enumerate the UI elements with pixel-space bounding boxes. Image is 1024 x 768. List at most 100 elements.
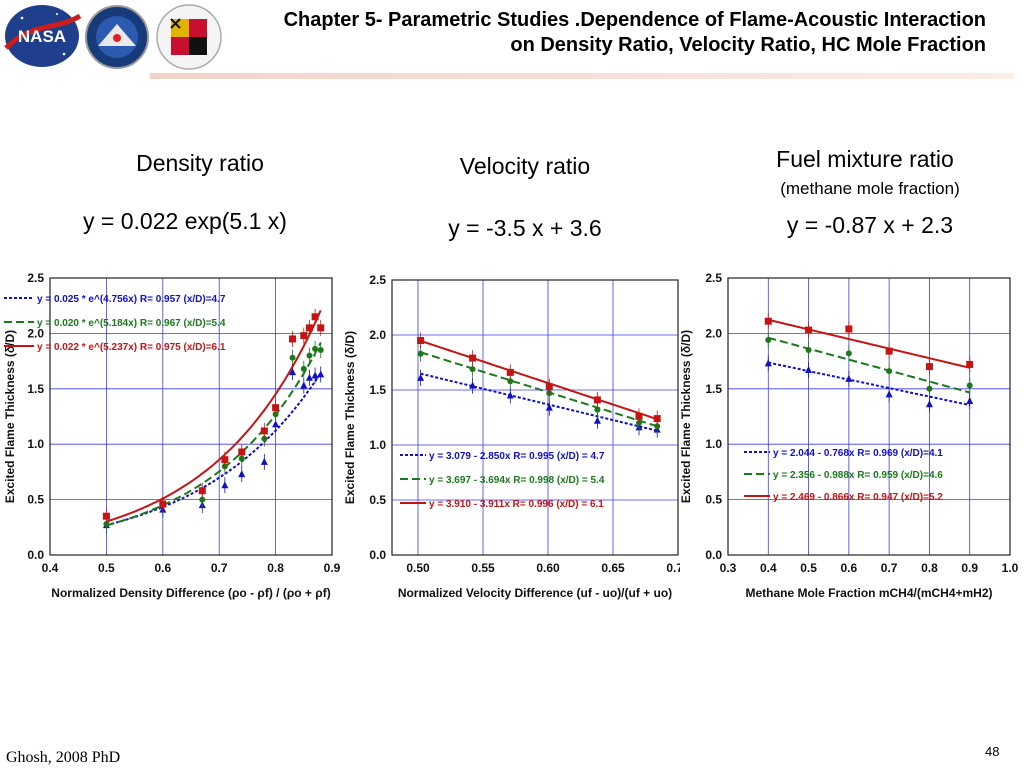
fit-line-red	[106, 309, 322, 523]
data-point	[765, 337, 772, 344]
data-point	[506, 391, 514, 399]
data-point	[417, 337, 425, 344]
data-point	[305, 373, 313, 381]
y-tick-label: 0.5	[369, 493, 386, 507]
data-point	[300, 365, 307, 372]
y-tick-label: 0.5	[27, 493, 44, 507]
fit-line-red	[768, 318, 970, 369]
x-tick-label: 0.6	[841, 561, 858, 575]
fit-line-blue	[768, 361, 970, 407]
y-axis-label: Excited Flame Thickness (δ/D)	[3, 330, 17, 503]
x-tick-label: 0.7	[211, 561, 228, 575]
chart-density: 0.4 0.5 0.6 0.7 0.8 0.9 0.0 0.5 1.0 1.5 2.0 2.5 Norm…	[3, 271, 341, 600]
data-point	[317, 347, 324, 354]
data-point	[198, 487, 206, 495]
fit-line-red	[420, 339, 658, 421]
y-tick-label: 1.5	[705, 382, 722, 396]
legend-label: y = 2.469 - 0.866x R= 0.947 (x/D)=5.2	[773, 492, 943, 503]
data-point	[312, 345, 319, 352]
legend-label: y = 2.044 - 0.768x R= 0.969 (x/D)=4.1	[773, 448, 943, 459]
data-point	[289, 354, 296, 361]
y-tick-label: 0.0	[369, 548, 386, 562]
y-tick-label: 1.5	[369, 383, 386, 397]
data-point	[317, 324, 325, 332]
data-point	[469, 366, 476, 373]
legend-label: y = 3.697 - 3.694x R= 0.998 (x/D) = 5.4	[429, 475, 605, 486]
data-point	[199, 496, 206, 503]
y-tick-label: 2.5	[369, 273, 386, 287]
data-point	[805, 365, 813, 373]
data-point	[594, 406, 601, 413]
heading-density-ratio: Density ratio	[136, 150, 264, 176]
legend-label: y = 3.079 - 2.850x R= 0.995 (x/D) = 4.7	[429, 451, 605, 462]
y-tick-label: 2.5	[705, 271, 722, 285]
equation-fuel: y = -0.87 x + 2.3	[786, 212, 954, 238]
y-tick-label: 1.0	[27, 437, 44, 451]
data-point	[417, 350, 424, 357]
data-point	[845, 350, 852, 357]
y-tick-label: 1.0	[369, 438, 386, 452]
x-tick-label: 0.7	[881, 561, 898, 575]
page-number: 48	[985, 744, 1000, 759]
data-point	[311, 313, 319, 321]
x-tick-label: 0.55	[471, 561, 495, 575]
plot-area	[727, 277, 1011, 556]
fit-line-green	[768, 336, 970, 394]
plot-frame	[391, 279, 679, 556]
title-line-1: Chapter 5- Parametric Studies .Dependenc…	[283, 9, 986, 31]
heading-fuel-mixture-ratio: Fuel mixture ratio	[776, 146, 954, 172]
data-point	[260, 457, 268, 465]
x-tick-label: 1.0	[1002, 561, 1019, 575]
equation-density: y = 0.022 exp(5.1 x)	[83, 208, 287, 234]
data-point	[805, 326, 813, 334]
fit-line-blue	[420, 372, 658, 432]
data-point	[238, 470, 246, 478]
data-point	[926, 385, 933, 392]
data-point	[545, 403, 553, 411]
data-point	[845, 374, 853, 382]
data-point	[469, 381, 477, 389]
legend-label: y = 3.910 - 3.911x R= 0.996 (x/D) = 6.1	[429, 499, 604, 510]
data-point	[593, 396, 601, 404]
data-point	[102, 512, 110, 520]
data-point	[545, 383, 553, 391]
citation: Ghosh, 2008 PhD	[6, 749, 121, 766]
legend-label: y = 0.025 * e^(4.756x) R= 0.957 (x/D)=4.…	[37, 294, 226, 305]
chart-methane: 0.3 0.4 0.5 0.6 0.7 0.8 0.9 1.0 0.0 0.5 1.0 1.5 2.0 2…	[679, 271, 1019, 600]
data-point	[305, 324, 313, 332]
data-point	[885, 347, 893, 355]
data-point	[417, 373, 425, 381]
x-axis-label: Normalized Density Difference (ρo - ρf) …	[51, 586, 330, 600]
chart-velocity: 0.50 0.55 0.60 0.65 0.70 0.0 0.5 1.0 1.5 2.0 2.5 No…	[343, 273, 680, 600]
x-tick-label: 0.5	[98, 561, 115, 575]
legend-label: y = 0.022 * e^(5.237x) R= 0.975 (x/D)=6.…	[37, 342, 226, 353]
y-tick-label: 1.5	[27, 382, 44, 396]
nasa-logo: NASA	[4, 5, 82, 67]
y-axis-label: Excited Flame Thickness (δ/D)	[679, 330, 693, 503]
data-point	[845, 325, 853, 333]
data-point	[925, 363, 933, 371]
data-point	[300, 381, 308, 389]
data-point	[289, 335, 297, 343]
x-tick-label: 0.65	[601, 561, 625, 575]
x-axis-label: Methane Mole Fraction mCH4/(mCH4+mH2)	[745, 586, 992, 600]
data-point	[221, 481, 229, 489]
plot-area	[391, 279, 679, 556]
legend-label: y = 0.020 * e^(5.184x) R= 0.967 (x/D)=5.…	[37, 318, 226, 329]
heading-velocity-ratio: Velocity ratio	[459, 153, 591, 179]
x-tick-label: 0.3	[720, 561, 737, 575]
data-point	[272, 404, 280, 412]
subheading-methane-mole-fraction: (methane mole fraction)	[780, 179, 960, 198]
plot-frame	[49, 277, 333, 556]
fit-line-green	[106, 342, 322, 527]
x-tick-label: 0.8	[921, 561, 938, 575]
fit-line-green	[420, 351, 658, 428]
data-point	[507, 378, 514, 385]
data-point	[159, 500, 167, 508]
data-point	[966, 396, 974, 404]
x-tick-label: 0.6	[154, 561, 171, 575]
data-point	[764, 317, 772, 325]
page-title: Chapter 5- Parametric Studies .Dependenc…	[90, 8, 986, 58]
x-tick-label: 0.9	[961, 561, 978, 575]
data-point	[635, 412, 643, 420]
